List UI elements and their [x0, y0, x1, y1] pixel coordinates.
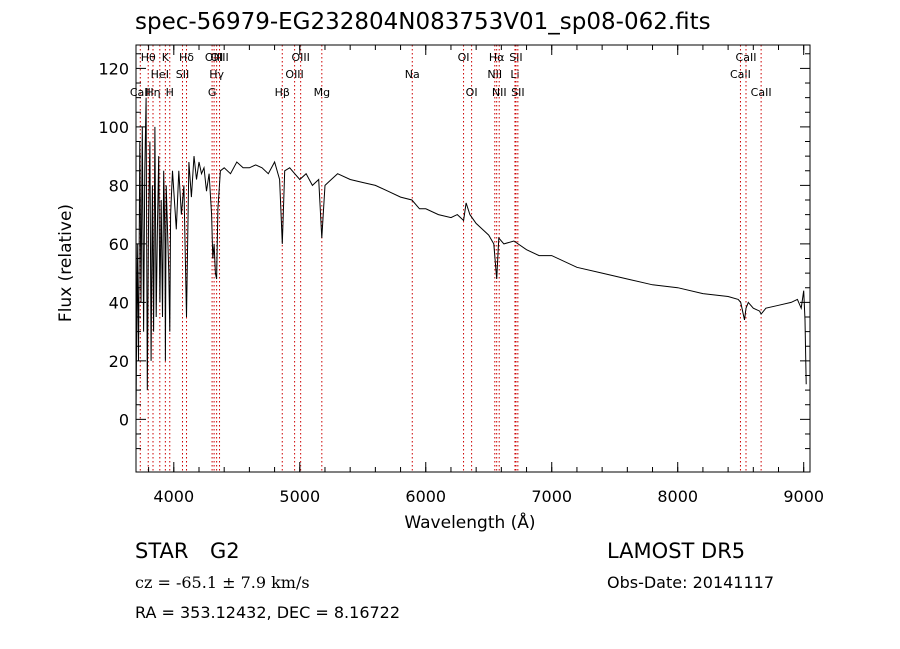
- x-axis-ticks: 4000 5000 6000 7000 8000 9000: [148, 45, 824, 506]
- y-tick-label: 0: [119, 410, 129, 429]
- coordinates-radec: RA = 353.12432, DEC = 8.16722: [135, 603, 401, 622]
- y-tick-label: 120: [98, 59, 129, 78]
- line-marker-label: CaII: [730, 68, 751, 81]
- y-tick-label: 100: [98, 118, 129, 137]
- line-marker-label: NII: [487, 68, 502, 81]
- line-marker-label: Mg: [314, 86, 330, 99]
- x-tick-label: 9000: [783, 487, 824, 506]
- line-marker-label: CaII: [736, 51, 757, 64]
- line-marker-label: Hβ: [275, 86, 290, 99]
- line-marker-label: OI: [458, 51, 470, 64]
- line-marker-label: SII: [511, 86, 524, 99]
- line-marker-label: OIII: [285, 68, 303, 81]
- spectrum-series: [135, 97, 807, 420]
- y-tick-label: 20: [109, 352, 129, 371]
- redshift-velocity: cz = -65.1 ± 7.9 km/s: [135, 573, 310, 592]
- line-marker-label: Hθ: [141, 51, 156, 64]
- line-marker-label: CaII: [751, 86, 772, 99]
- emission-line-markers: CaIIHθHηHeIKHSIIHδGOIIIHγOIIIHβOIIIOIIIM…: [130, 45, 772, 472]
- line-marker-label: Hδ: [179, 51, 194, 64]
- line-marker-label: Li: [510, 68, 519, 81]
- x-tick-label: 7000: [531, 487, 572, 506]
- chart-title: spec-56979-EG232804N083753V01_sp08-062.f…: [135, 9, 711, 35]
- spectrum-line: [135, 97, 807, 420]
- y-tick-label: 60: [109, 235, 129, 254]
- line-marker-label: K: [162, 51, 170, 64]
- x-tick-label: 8000: [657, 487, 698, 506]
- line-marker-label: NII: [492, 86, 507, 99]
- line-marker-label: SII: [176, 68, 189, 81]
- line-marker-label: SII: [509, 51, 522, 64]
- y-tick-label: 80: [109, 176, 129, 195]
- line-marker-label: Hα: [489, 51, 505, 64]
- y-axis-ticks: 0 20 40 60 80 100 120: [98, 53, 810, 450]
- line-marker-label: OI: [466, 86, 478, 99]
- x-tick-label: 6000: [405, 487, 446, 506]
- y-axis-label: Flux (relative): [56, 204, 76, 322]
- line-marker-label: G: [208, 86, 217, 99]
- line-marker-label: Na: [405, 68, 420, 81]
- y-tick-label: 40: [109, 293, 129, 312]
- line-marker-label: Hη: [145, 86, 160, 99]
- line-marker-label: CaII: [130, 86, 151, 99]
- line-marker-label: OIII: [210, 51, 228, 64]
- observation-date: Obs-Date: 20141117: [607, 573, 775, 592]
- line-marker-label: H: [166, 86, 174, 99]
- spectral-subclass: G2: [210, 539, 240, 563]
- line-marker-label: Hγ: [209, 68, 224, 81]
- line-marker-label: OIII: [291, 51, 309, 64]
- x-tick-label: 4000: [153, 487, 194, 506]
- x-tick-label: 5000: [279, 487, 320, 506]
- line-marker-label: HeI: [151, 68, 169, 81]
- object-type: STAR: [135, 539, 189, 563]
- x-axis-label: Wavelength (Å): [404, 511, 535, 533]
- survey-name: LAMOST DR5: [607, 539, 746, 563]
- plot-frame: [135, 44, 811, 473]
- line-marker-label: OIII: [205, 51, 223, 64]
